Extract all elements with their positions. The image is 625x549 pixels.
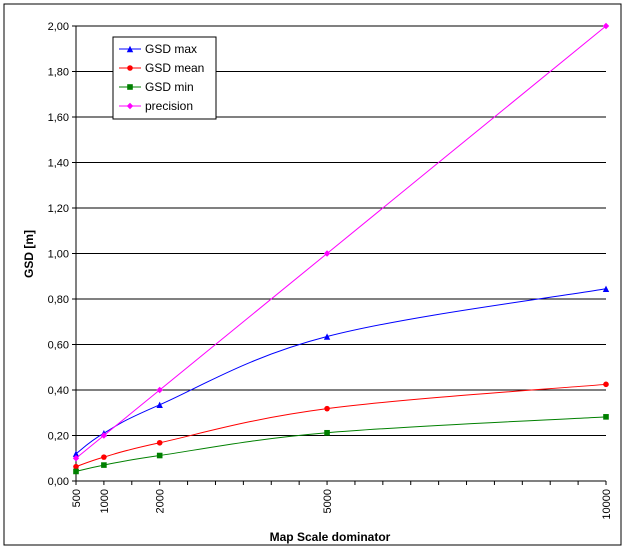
data-point-precision: [323, 250, 331, 257]
x-tick-label: 500: [71, 489, 83, 507]
data-point-precision: [72, 455, 80, 462]
legend-marker-gsd-min: [127, 84, 133, 90]
legend-marker-gsd-mean: [127, 65, 133, 71]
y-tick-label: 0,40: [48, 385, 69, 397]
data-point-gsd-mean: [73, 463, 79, 470]
legend-marker-precision: [126, 102, 134, 110]
data-point-precision: [100, 432, 108, 439]
data-point-gsd-min: [603, 414, 609, 420]
data-point-gsd-mean: [603, 381, 609, 388]
data-point-gsd-max: [156, 401, 163, 408]
y-tick-label: 2,00: [48, 21, 69, 33]
data-point-gsd-min: [156, 452, 163, 459]
legend-label-gsd-max: GSD max: [145, 42, 197, 56]
data-point-gsd-max: [72, 450, 80, 457]
series-precision: [72, 22, 610, 462]
series-gsd-mean: [73, 381, 609, 470]
data-point-gsd-max: [602, 285, 610, 292]
y-tick-label: 1,00: [48, 249, 69, 261]
data-point-precision: [602, 22, 610, 30]
y-tick-label: 0,20: [48, 431, 69, 443]
y-tick-label: 1,20: [48, 203, 69, 215]
x-tick-label: 10000: [601, 489, 613, 520]
legend-label-precision: precision: [145, 99, 193, 113]
series-group: [72, 22, 610, 475]
y-tick-label: 1,80: [48, 67, 69, 79]
y-tick-label: 0,60: [48, 340, 69, 352]
data-point-gsd-mean: [101, 454, 107, 460]
chart-border: [3, 3, 622, 546]
legend-label-gsd-min: GSD min: [145, 80, 194, 94]
x-axis-title: Map Scale dominator: [270, 530, 391, 544]
y-axis-title: GSD [m]: [22, 230, 36, 278]
x-tick-label: 2000: [155, 489, 167, 513]
legend: GSD max GSD mean GSD min precision: [112, 36, 217, 120]
legend-label-gsd-mean: GSD mean: [145, 61, 204, 75]
y-tick-label: 0,80: [48, 294, 69, 306]
data-point-gsd-max: [323, 333, 331, 340]
data-point-gsd-mean: [324, 405, 330, 412]
y-tick-label: 0,00: [48, 476, 69, 488]
y-tick-label: 1,60: [48, 112, 69, 124]
data-point-gsd-min: [324, 429, 330, 436]
x-tick-label: 1000: [99, 489, 111, 513]
data-point-gsd-min: [101, 462, 107, 468]
grid-lines: [76, 25, 606, 482]
data-point-precision: [156, 386, 163, 394]
data-point-gsd-mean: [156, 439, 163, 446]
legend-marker-gsd-max: [126, 45, 134, 53]
data-point-gsd-min: [73, 468, 79, 475]
axes: 0,00 0,20 0,40 0,60 0,80 1,00 1,20 1,40 1,60 1,80…: [48, 21, 613, 520]
y-tick-label: 1,40: [48, 158, 69, 170]
series-gsd-min: [73, 414, 609, 475]
x-tick-label: 5000: [322, 489, 334, 513]
